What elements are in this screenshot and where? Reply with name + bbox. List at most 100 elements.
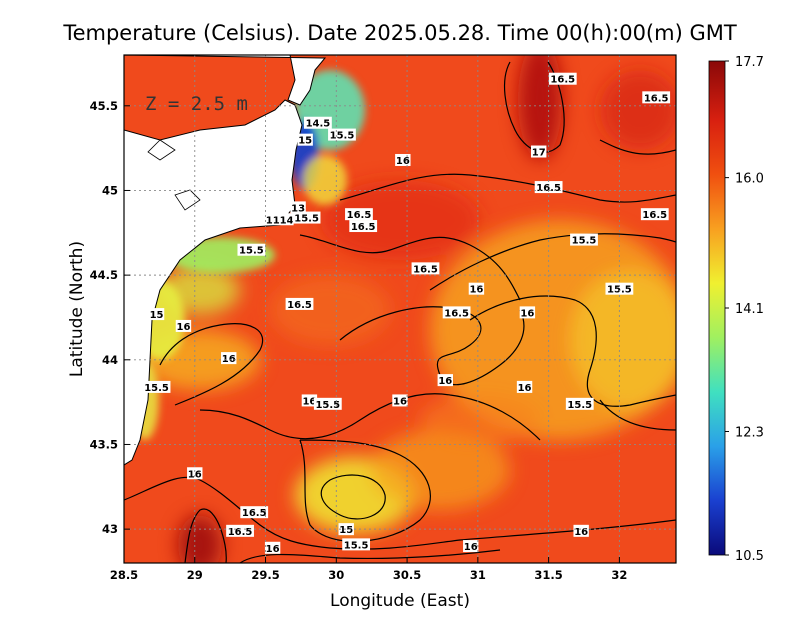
contour-label-text: 16 [518,383,532,394]
contour-label-bg [175,319,192,332]
contour-label-text: 15.5 [572,236,597,247]
contour-label: 15 [148,308,165,321]
contour-label-text: 16.5 [413,264,438,275]
x-tick-label: 28.5 [110,568,138,582]
contour-label: 15.5 [565,397,594,411]
contour-label: 16.5 [534,181,563,194]
contour-label: 16.5 [240,506,269,519]
contour-label-bg [573,524,589,537]
colorbar-gradient [708,60,726,556]
contour-label-bg [240,506,269,519]
contour-label-text: 16.5 [351,222,376,233]
contour-label-text: 15.5 [344,540,369,551]
x-tick-label: 32 [611,568,627,582]
contour-label-bg [187,467,203,480]
contour-label: 16 [437,374,453,387]
contour-label-bg [565,397,594,410]
contour-label: 16 [463,540,479,553]
y-tick-label: 43.5 [90,437,118,451]
x-tick-label: 30 [328,568,344,582]
contour-label: 16 [221,352,237,365]
y-tick-label: 44 [102,353,118,367]
contour-label: 16.5 [349,220,378,233]
contour-label: 16.5 [226,524,254,538]
contour-label: 16 [468,282,485,296]
contour-label-text: 13 [291,203,305,214]
contour-label-bg [548,72,577,85]
temperature-field [124,55,676,563]
contour-label-text: 16 [176,322,190,333]
contour-label: 15.5 [142,380,171,394]
contour-label-bg [411,262,440,275]
contour-label-bg [345,208,373,221]
contour-label-text: 16 [188,469,202,480]
contour-label-text: 16 [393,396,407,407]
colorbar-tick-label: 17.7 [735,55,764,70]
contour-label-text: 16.5 [536,183,561,194]
colorbar-tick-label: 16.0 [735,172,764,187]
contour-label: 16.5 [411,262,440,275]
contour-label: 15 [297,133,313,147]
contour-label-bg [328,128,356,141]
contour-label: 16 [516,380,533,394]
contour-label: 16.5 [285,297,314,311]
contour-label-bg [516,380,533,393]
contour-label-text: 14.5 [306,119,331,130]
y-axis: 43 43.5 44 44.5 45 45.5 [90,99,130,536]
contour-label: 16 [395,153,411,167]
contour-label: 15.5 [342,538,371,551]
grid-lines [124,55,676,563]
y-tick-label: 45.5 [90,99,118,113]
contour-label: 16.5 [642,91,671,104]
contour-label-bg [226,524,254,537]
contour-label-bg [313,397,342,410]
contour-label-bg [301,394,318,407]
contour-label-bg [349,220,378,233]
contour-label-text: 15.5 [567,400,592,411]
contour-label: 16 [573,524,589,538]
contour-label-text: 16 [396,156,410,167]
contour-label: 16 [175,319,192,333]
contour-label-text: 15 [298,136,312,147]
contour-label-text: 15.5 [294,214,319,225]
x-tick-label: 30.5 [393,568,421,582]
contour-label-bg [468,282,485,295]
contour-label: 16 [519,306,536,319]
contour-label-text: 16.5 [644,93,669,104]
contour-label-bg [570,233,598,246]
contour-label-text: 16.5 [287,300,312,311]
contour-label: 14.5 [304,116,332,130]
contour-label-bg [640,208,669,221]
contour-label: 16 [301,394,318,407]
contour-label-text: 16 [469,285,483,296]
contour-label: 13 [290,201,306,214]
contour-label-text: 15 [339,525,353,536]
contour-label: 16 [187,467,203,480]
y-tick-label: 44.5 [90,268,118,282]
contour-label: 16.5 [345,208,373,221]
x-axis-title: Longitude (East) [330,591,470,611]
y-tick-label: 43 [102,522,118,536]
depth-annotation: Z = 2.5 m [145,93,248,115]
colorbar: 17.7 16.0 14.1 12.3 10.5 [708,55,764,564]
contour-label: 15.5 [328,128,356,142]
contour-label-bg [519,306,536,319]
contour-label: 1114 [266,213,294,226]
contour-label: 15.5 [570,233,598,247]
y-axis-title: Latitude (North) [67,241,87,377]
contour-label: 15 [338,523,354,536]
contour-label: 16 [264,541,281,555]
x-tick-label: 31.5 [534,568,562,582]
y-tick-label: 45 [102,183,118,197]
contour-label-bg [142,380,171,393]
contour-label-text: 16 [574,527,588,538]
contour-label-text: 16.5 [444,308,469,319]
contour-label-text: 16 [266,544,280,555]
contour-label-text: 16 [520,308,534,319]
contour-label-bg [148,308,165,321]
contour-label-bg [297,133,313,146]
contour-lines [124,61,676,563]
contour-label: 15.5 [292,211,321,225]
